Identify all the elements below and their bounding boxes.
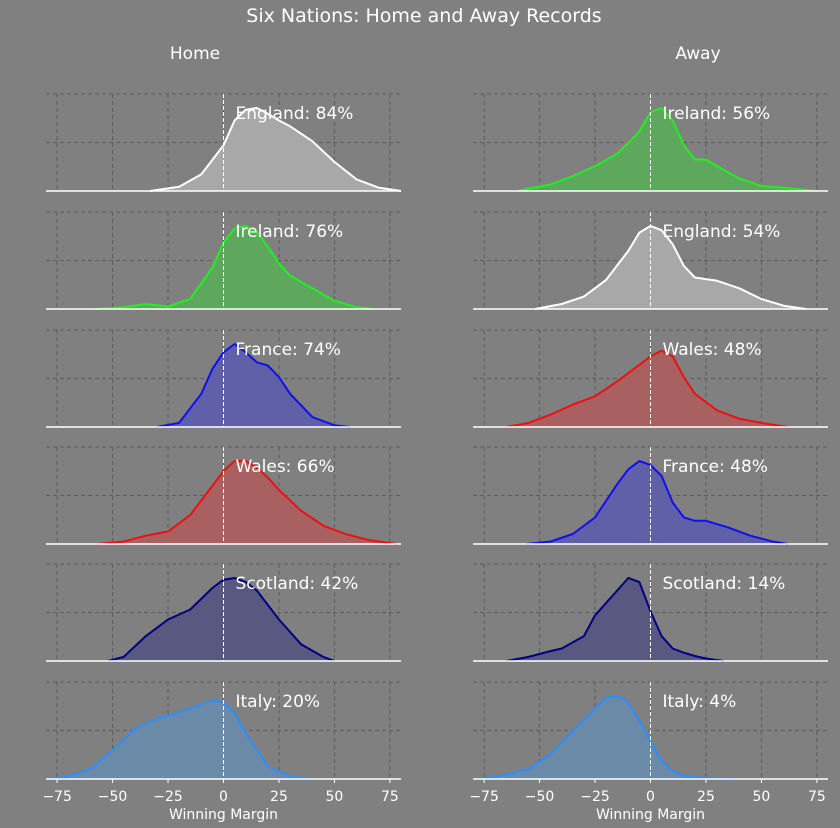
panel-label-1-3: France: 48%: [663, 457, 768, 477]
column-title-away: Away: [675, 44, 720, 64]
x-tick-label-1: −25: [580, 789, 610, 805]
x-tick-label-0: 25: [270, 789, 288, 805]
x-tick-label-0: −25: [153, 789, 183, 805]
x-tick-label-0: −50: [98, 789, 128, 805]
density-line-1-2: [506, 349, 789, 428]
x-tick-label-0: 75: [381, 789, 399, 805]
density-line-1-5: [477, 695, 740, 780]
x-axis-label-0: Winning Margin: [169, 807, 278, 823]
x-tick-label-0: −75: [42, 789, 72, 805]
x-tick-label-1: 75: [808, 789, 826, 805]
panel-label-1-5: Italy: 4%: [663, 692, 737, 712]
density-line-1-1: [534, 225, 806, 310]
panel-label-0-0: England: 84%: [236, 104, 354, 124]
density-line-1-0: [517, 107, 817, 192]
chart-title: Six Nations: Home and Away Records: [246, 5, 601, 27]
density-line-1-3: [526, 460, 789, 545]
panel-label-1-0: Ireland: 56%: [663, 104, 771, 124]
panel-label-1-4: Scotland: 14%: [663, 574, 786, 594]
density-area-0-1: [94, 226, 375, 309]
density-line-0-5: [45, 699, 313, 780]
column-title-home: Home: [170, 44, 220, 64]
density-area-0-4: [108, 578, 335, 661]
density-area-1-2: [506, 350, 789, 427]
x-tick-label-1: 0: [646, 789, 655, 805]
density-line-0-2: [156, 343, 351, 428]
x-tick-label-0: 0: [219, 789, 228, 805]
density-line-0-0: [150, 107, 402, 192]
panel-label-0-5: Italy: 20%: [236, 692, 321, 712]
density-area-0-0: [150, 108, 401, 191]
x-tick-label-1: 25: [697, 789, 715, 805]
density-area-1-3: [526, 461, 789, 544]
density-area-0-5: [46, 700, 313, 779]
panel-label-0-2: France: 74%: [236, 340, 341, 360]
panel-label-1-1: England: 54%: [663, 222, 781, 242]
density-area-1-4: [506, 578, 724, 661]
x-tick-label-1: −50: [525, 789, 555, 805]
density-line-0-4: [107, 577, 335, 662]
x-axis-label-1: Winning Margin: [596, 807, 705, 823]
panel-label-0-4: Scotland: 42%: [236, 574, 359, 594]
x-tick-label-1: 50: [753, 789, 771, 805]
panel-label-1-2: Wales: 48%: [663, 340, 762, 360]
density-area-1-5: [477, 696, 740, 779]
density-area-1-0: [517, 108, 817, 191]
density-area-0-3: [97, 461, 397, 544]
panels-group: England: 84% Ireland: 76% France: 74% Wales…: [42, 93, 828, 823]
density-line-1-4: [506, 577, 724, 662]
density-line-0-3: [96, 460, 397, 545]
panel-label-0-3: Wales: 66%: [236, 457, 335, 477]
density-line-0-1: [94, 225, 375, 310]
x-tick-label-0: 50: [326, 789, 344, 805]
x-tick-label-1: −75: [469, 789, 499, 805]
panel-label-0-1: Ireland: 76%: [236, 222, 344, 242]
